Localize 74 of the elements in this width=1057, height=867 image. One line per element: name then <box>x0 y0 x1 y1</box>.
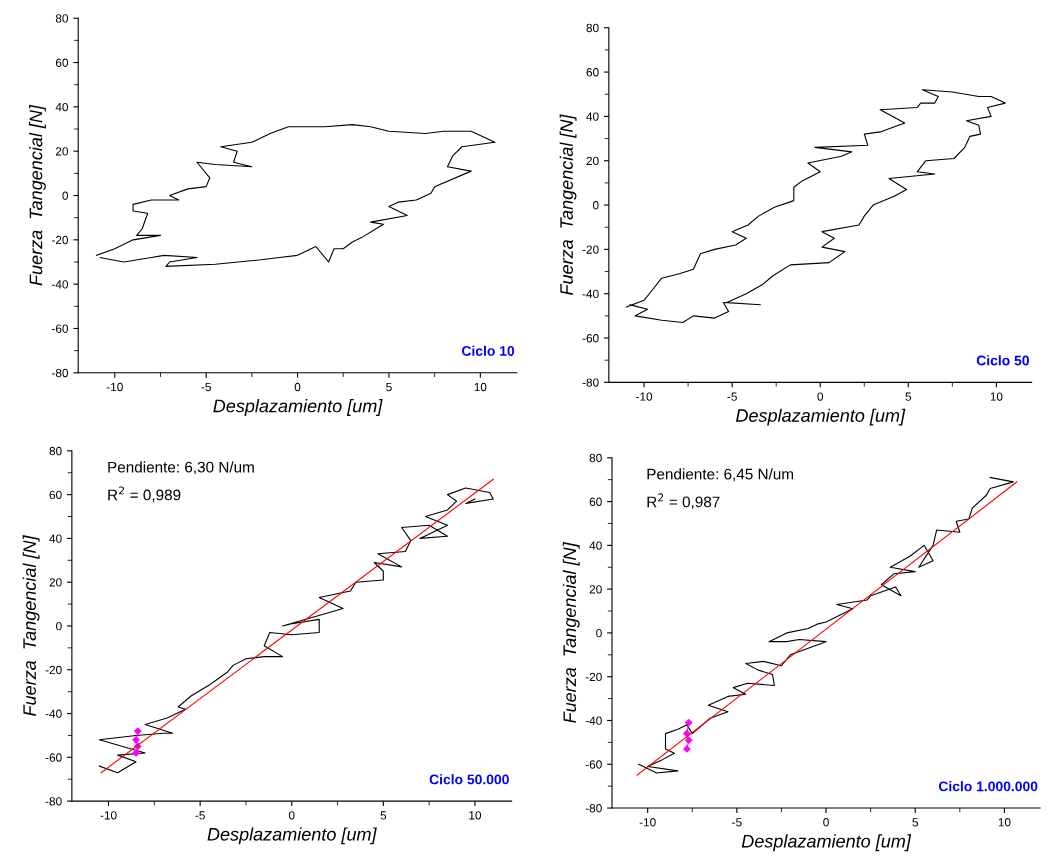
y-axis-title: Fuerza Tangencial [N] <box>562 542 580 723</box>
y-tick-label: 20 <box>586 156 599 166</box>
x-tick-label: -5 <box>727 392 737 401</box>
y-tick-label: 40 <box>49 534 62 543</box>
annotation: Ciclo 1.000.000 <box>938 781 1038 792</box>
y-tick-label: -40 <box>51 280 69 289</box>
y-tick-label: -20 <box>585 672 602 682</box>
x-tick-label: -10 <box>639 818 656 827</box>
annotation: Ciclo 50 <box>976 355 1029 366</box>
y-axis-title: Fuerza Tangencial [N] <box>29 104 46 286</box>
x-axis-title: Desplazamiento [um] <box>207 827 377 845</box>
y-tick-label: -20 <box>51 235 69 245</box>
y-tick-label: -80 <box>582 378 599 387</box>
x-tick-label: 0 <box>817 392 824 401</box>
y-tick-label: 40 <box>589 541 602 550</box>
x-tick-label: 0 <box>288 811 295 820</box>
x-axis-title: Desplazamiento [um] <box>213 399 383 416</box>
y-tick-label: -20 <box>582 245 599 254</box>
y-axis-title: Fuerza Tangencial [N] <box>22 535 40 716</box>
x-axis-title: Desplazamiento [um] <box>735 408 906 426</box>
x-tick-label: -10 <box>636 392 653 401</box>
y-tick-label: 80 <box>49 446 62 456</box>
x-tick-label: 0 <box>823 818 829 827</box>
y-tick-label: -40 <box>45 709 62 718</box>
y-tick-label: 80 <box>589 453 602 463</box>
y-tick-label: -40 <box>582 289 599 299</box>
y-tick-label: 40 <box>586 112 599 121</box>
x-tick-label: 0 <box>294 382 301 392</box>
x-tick-label: -5 <box>195 811 205 820</box>
y-tick-label: -80 <box>585 804 602 813</box>
x-tick-label: -5 <box>201 382 211 392</box>
y-axis-title: Fuerza Tangencial [N] <box>559 114 577 295</box>
y-tick-label: 60 <box>49 490 62 500</box>
annotation: Ciclo 10 <box>461 345 515 356</box>
y-tick-label: -80 <box>45 797 62 806</box>
y-tick-label: -20 <box>45 665 62 675</box>
annotation: Pendiente: 6,45 N/um <box>647 468 794 482</box>
y-tick-label: -60 <box>51 324 69 333</box>
x-tick-label: -10 <box>106 382 123 392</box>
x-tick-label: 5 <box>912 818 919 827</box>
y-tick-label: 0 <box>596 628 602 638</box>
y-tick-label: 80 <box>55 14 69 23</box>
x-tick-label: 10 <box>998 818 1011 827</box>
y-tick-label: 0 <box>56 622 62 631</box>
y-tick-label: -60 <box>585 760 602 769</box>
x-tick-label: -10 <box>100 811 117 820</box>
annotation: R$^{2}$ = 0,987 <box>647 493 720 510</box>
y-tick-label: 60 <box>589 497 602 506</box>
y-tick-label: 20 <box>589 585 602 594</box>
y-tick-label: 20 <box>49 578 62 587</box>
annotation: R$^{2}$ = 0,989 <box>108 486 181 503</box>
x-tick-label: -5 <box>732 818 742 827</box>
y-tick-label: -80 <box>51 368 69 378</box>
y-tick-label: 60 <box>55 58 69 67</box>
annotation: Pendiente: 6,30 N/um <box>108 461 254 475</box>
y-tick-label: 0 <box>593 201 599 210</box>
y-tick-label: 0 <box>62 191 69 200</box>
y-tick-label: -60 <box>45 753 62 762</box>
x-tick-label: 10 <box>474 382 487 392</box>
y-tick-label: 60 <box>586 68 599 77</box>
y-tick-label: 80 <box>586 23 599 33</box>
y-tick-label: 20 <box>55 147 69 156</box>
line-series <box>625 89 1006 324</box>
x-tick-label: 5 <box>905 392 912 401</box>
y-tick-label: -60 <box>582 334 599 343</box>
x-tick-label: 5 <box>386 382 392 392</box>
x-tick-label: 5 <box>380 811 387 820</box>
annotation: Ciclo 50.000 <box>429 774 509 785</box>
x-tick-label: 10 <box>469 811 482 820</box>
x-tick-label: 10 <box>990 392 1003 401</box>
x-axis-title: Desplazamiento [um] <box>741 834 912 852</box>
line-series <box>95 124 496 267</box>
y-tick-label: -40 <box>585 716 602 725</box>
y-tick-label: 40 <box>55 102 69 112</box>
